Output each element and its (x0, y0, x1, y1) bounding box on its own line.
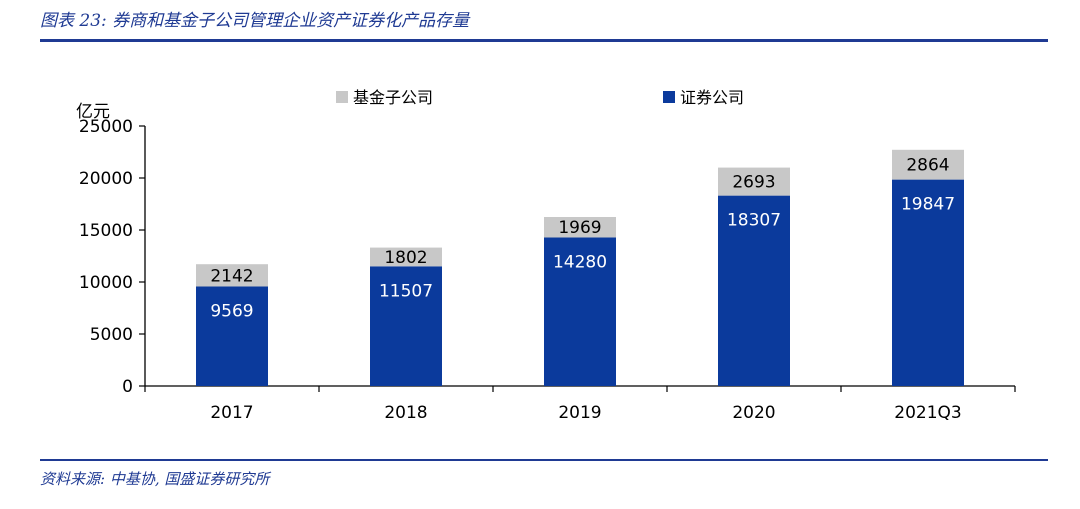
data-label-securities: 9569 (210, 301, 253, 321)
y-tick-label: 15000 (79, 221, 133, 241)
data-label-fund-subsidiary: 1802 (384, 248, 427, 268)
x-tick-label: 2017 (210, 403, 253, 423)
bar-fund-subsidiary (196, 264, 268, 287)
y-tick-label: 5000 (90, 325, 133, 345)
bar-securities (892, 179, 964, 386)
data-label-fund-subsidiary: 2142 (210, 266, 253, 286)
bar-securities (544, 237, 616, 386)
y-tick-label: 25000 (79, 117, 133, 137)
y-axis-unit: 亿元 (76, 102, 110, 122)
bar-securities (718, 195, 790, 386)
x-tick-label: 2018 (384, 403, 427, 423)
x-tick-label: 2019 (558, 403, 601, 423)
legend-swatch-fund-subsidiary (336, 91, 348, 103)
legend-swatch-securities (663, 91, 675, 103)
source-note: 资料来源: 中基协, 国盛证券研究所 (40, 470, 270, 488)
bar-fund-subsidiary (718, 167, 790, 196)
data-label-securities: 19847 (901, 195, 955, 215)
data-label-fund-subsidiary: 1969 (558, 218, 601, 238)
bar-fund-subsidiary (892, 149, 964, 180)
legend-label-fund-subsidiary: 基金子公司 (353, 88, 433, 107)
data-label-fund-subsidiary: 2864 (906, 156, 949, 176)
bar-fund-subsidiary (544, 217, 616, 238)
figure-title: 图表 23: 券商和基金子公司管理企业资产证券化产品存量 (40, 11, 470, 31)
y-tick-label: 0 (122, 377, 133, 397)
bar-fund-subsidiary (370, 247, 442, 267)
legend-label-securities: 证券公司 (680, 88, 744, 107)
data-label-securities: 14280 (553, 252, 607, 272)
title-rule (40, 39, 1048, 42)
data-label-fund-subsidiary: 2693 (732, 173, 775, 193)
y-tick-label: 10000 (79, 273, 133, 293)
data-label-securities: 18307 (727, 211, 781, 231)
data-label-securities: 11507 (379, 281, 433, 301)
bar-securities (370, 266, 442, 386)
source-rule (40, 459, 1048, 461)
x-tick-label: 2020 (732, 403, 775, 423)
bar-securities (196, 286, 268, 386)
y-tick-label: 20000 (79, 169, 133, 189)
x-tick-label: 2021Q3 (894, 403, 961, 423)
